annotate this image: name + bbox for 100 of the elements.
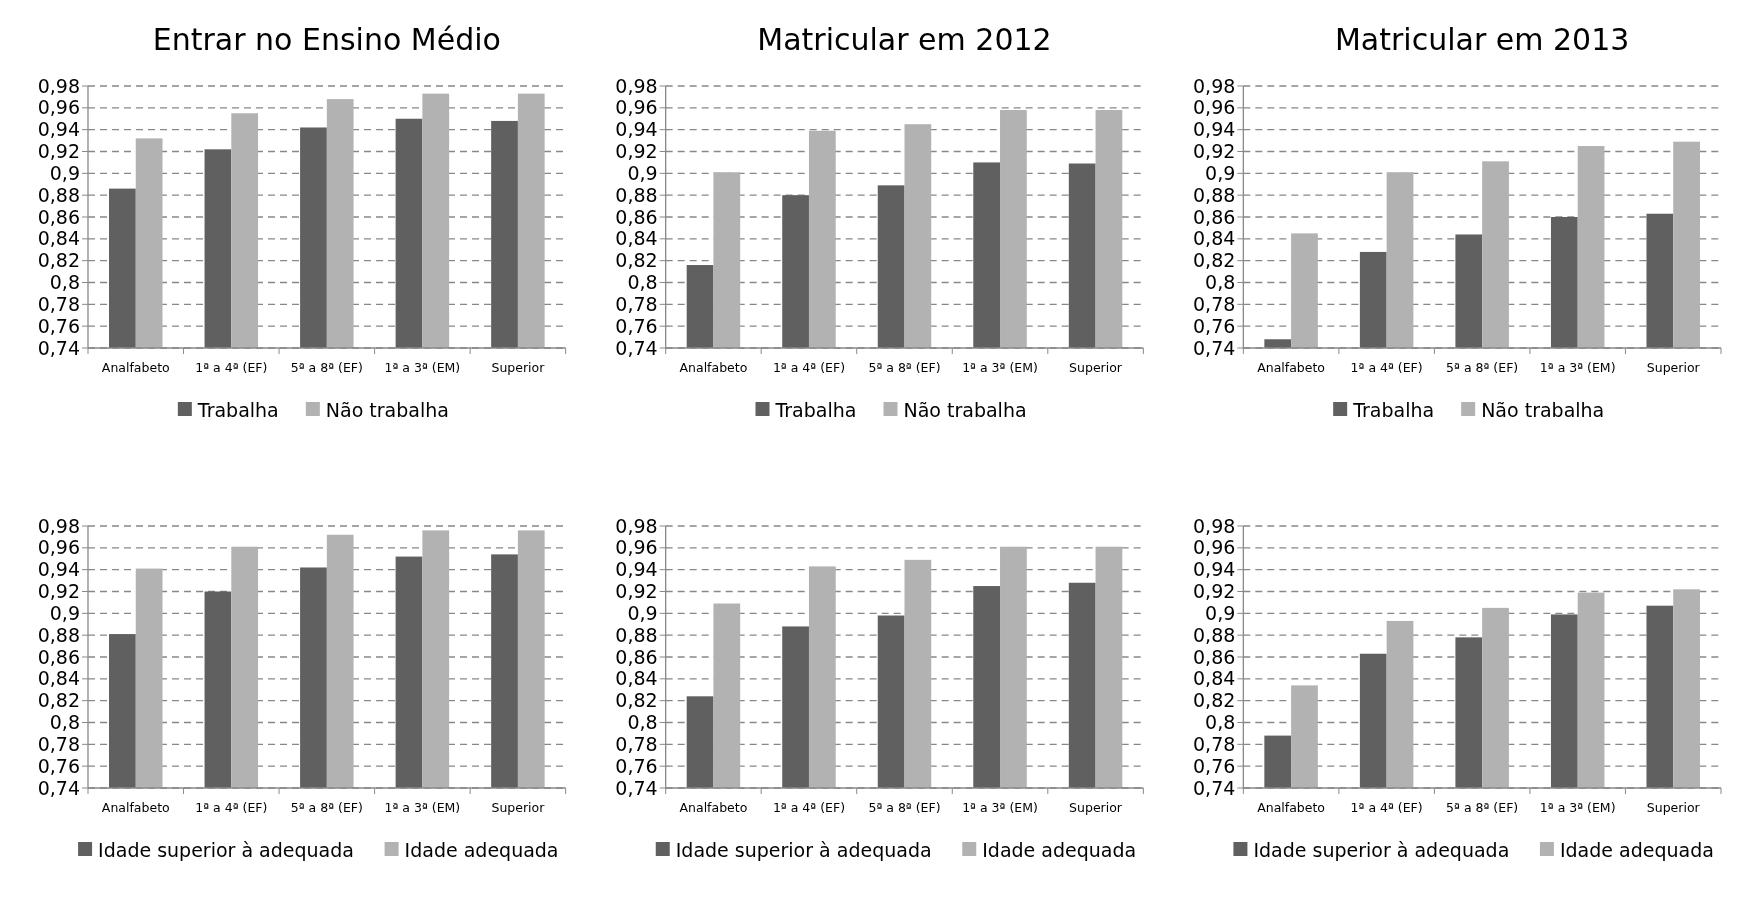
y-tick-label: 0,9 — [627, 601, 658, 624]
x-tick-label: 1ª a 4ª (EF) — [195, 800, 268, 815]
y-tick-label: 0,98 — [37, 514, 80, 537]
x-tick-label: 1ª a 3ª (EM) — [962, 800, 1038, 815]
y-tick-label: 0,78 — [37, 292, 80, 315]
x-tick-label: Superior — [1646, 800, 1701, 815]
y-tick-label: 0,78 — [615, 292, 658, 315]
y-tick-label: 0,82 — [615, 689, 658, 712]
y-tick-label: 0,84 — [1193, 227, 1236, 250]
y-tick-label: 0,82 — [1193, 689, 1236, 712]
y-tick-label: 0,82 — [37, 249, 80, 272]
x-tick-label: 1ª a 4ª (EF) — [772, 800, 846, 815]
legend-label: Trabalha — [196, 398, 279, 421]
y-tick-label: 0,8 — [1205, 711, 1236, 734]
y-tick-label: 0,88 — [615, 183, 658, 206]
x-tick-label: 1ª a 4ª (EF) — [772, 360, 846, 375]
x-tick-label: Superior — [1646, 360, 1701, 375]
y-tick-label: 0,76 — [615, 754, 658, 777]
chart-title: Entrar no Ensino Médio — [152, 22, 501, 57]
y-tick-label: 0,88 — [1193, 183, 1236, 206]
y-tick-label: 0,84 — [1193, 667, 1236, 690]
y-tick-label: 0,96 — [37, 536, 80, 559]
y-tick-label: 0,92 — [37, 580, 80, 603]
y-tick-label: 0,94 — [615, 558, 658, 581]
x-tick-label: Analfabeto — [101, 800, 170, 815]
y-tick-label: 0,76 — [37, 314, 80, 337]
y-tick-label: 0,92 — [1193, 140, 1236, 163]
x-tick-label: 5ª a 8ª (EF) — [290, 800, 363, 815]
y-tick-label: 0,84 — [615, 227, 658, 250]
legend-label: Não trabalha — [903, 398, 1027, 421]
y-tick-label: 0,84 — [37, 227, 80, 250]
y-tick-label: 0,9 — [1205, 161, 1236, 184]
y-tick-label: 0,88 — [37, 183, 80, 206]
y-tick-label: 0,8 — [49, 271, 80, 294]
legend-label: Idade adequada — [404, 838, 559, 861]
y-tick-label: 0,76 — [37, 754, 80, 777]
y-tick-label: 0,74 — [37, 336, 80, 359]
x-tick-label: Superior — [1069, 360, 1123, 375]
y-tick-label: 0,86 — [37, 205, 80, 228]
y-tick-label: 0,78 — [615, 732, 658, 755]
x-tick-label: Analfabeto — [679, 360, 748, 375]
y-tick-label: 0,92 — [37, 140, 80, 163]
y-tick-label: 0,98 — [615, 74, 658, 97]
y-tick-label: 0,94 — [615, 118, 658, 141]
y-tick-label: 0,8 — [1205, 271, 1236, 294]
x-tick-label: 1ª a 4ª (EF) — [1350, 360, 1423, 375]
legend-label: Trabalha — [1352, 398, 1435, 421]
y-tick-label: 0,98 — [37, 74, 80, 97]
y-tick-label: 0,94 — [37, 118, 80, 141]
x-tick-label: Superior — [491, 360, 546, 375]
y-tick-label: 0,74 — [615, 336, 658, 359]
x-tick-label: 5ª a 8ª (EF) — [868, 360, 941, 375]
y-tick-label: 0,86 — [615, 645, 658, 668]
y-tick-label: 0,76 — [615, 314, 658, 337]
y-tick-label: 0,94 — [37, 558, 80, 581]
legend-label: Idade superior à adequada — [675, 838, 932, 861]
y-tick-label: 0,98 — [1193, 514, 1236, 537]
y-tick-label: 0,98 — [615, 514, 658, 537]
y-tick-label: 0,92 — [615, 140, 658, 163]
x-tick-label: Superior — [491, 800, 546, 815]
y-tick-label: 0,94 — [1193, 118, 1236, 141]
x-tick-label: Analfabeto — [1257, 800, 1326, 815]
chart-title: Matricular em 2013 — [1334, 22, 1630, 57]
y-tick-label: 0,88 — [615, 623, 658, 646]
y-tick-label: 0,92 — [1193, 580, 1236, 603]
y-tick-label: 0,8 — [627, 271, 658, 294]
x-tick-label: 1ª a 4ª (EF) — [1350, 800, 1423, 815]
y-tick-label: 0,78 — [1193, 292, 1236, 315]
y-tick-label: 0,9 — [49, 601, 80, 624]
x-tick-label: Analfabeto — [1257, 360, 1326, 375]
y-tick-label: 0,9 — [49, 161, 80, 184]
y-tick-label: 0,9 — [627, 161, 658, 184]
y-tick-label: 0,8 — [49, 711, 80, 734]
y-tick-label: 0,76 — [1193, 754, 1236, 777]
y-tick-label: 0,96 — [1193, 536, 1236, 559]
y-tick-label: 0,74 — [615, 776, 658, 799]
x-tick-label: 1ª a 3ª (EM) — [384, 360, 461, 375]
y-tick-label: 0,96 — [615, 96, 658, 119]
chart-title: Matricular em 2012 — [757, 22, 1052, 57]
x-tick-label: 1ª a 3ª (EM) — [1539, 800, 1616, 815]
y-tick-label: 0,82 — [1193, 249, 1236, 272]
y-tick-label: 0,74 — [1193, 776, 1236, 799]
y-tick-label: 0,88 — [1193, 623, 1236, 646]
y-tick-label: 0,84 — [37, 667, 80, 690]
legend-label: Idade superior à adequada — [98, 838, 354, 861]
y-tick-label: 0,96 — [37, 96, 80, 119]
legend-label: Trabalha — [774, 398, 857, 421]
x-tick-label: 5ª a 8ª (EF) — [1446, 800, 1519, 815]
x-tick-label: 1ª a 3ª (EM) — [1539, 360, 1616, 375]
legend-label: Não trabalha — [325, 398, 449, 421]
y-tick-label: 0,9 — [1205, 601, 1236, 624]
y-tick-label: 0,84 — [615, 667, 658, 690]
x-tick-label: Analfabeto — [101, 360, 170, 375]
y-tick-label: 0,8 — [627, 711, 658, 734]
x-tick-label: 1ª a 3ª (EM) — [962, 360, 1038, 375]
y-tick-label: 0,86 — [37, 645, 80, 668]
legend-label: Idade adequada — [1559, 838, 1714, 861]
x-tick-label: Superior — [1069, 800, 1123, 815]
legend-label: Idade superior à adequada — [1253, 838, 1510, 861]
y-tick-label: 0,74 — [1193, 336, 1236, 359]
